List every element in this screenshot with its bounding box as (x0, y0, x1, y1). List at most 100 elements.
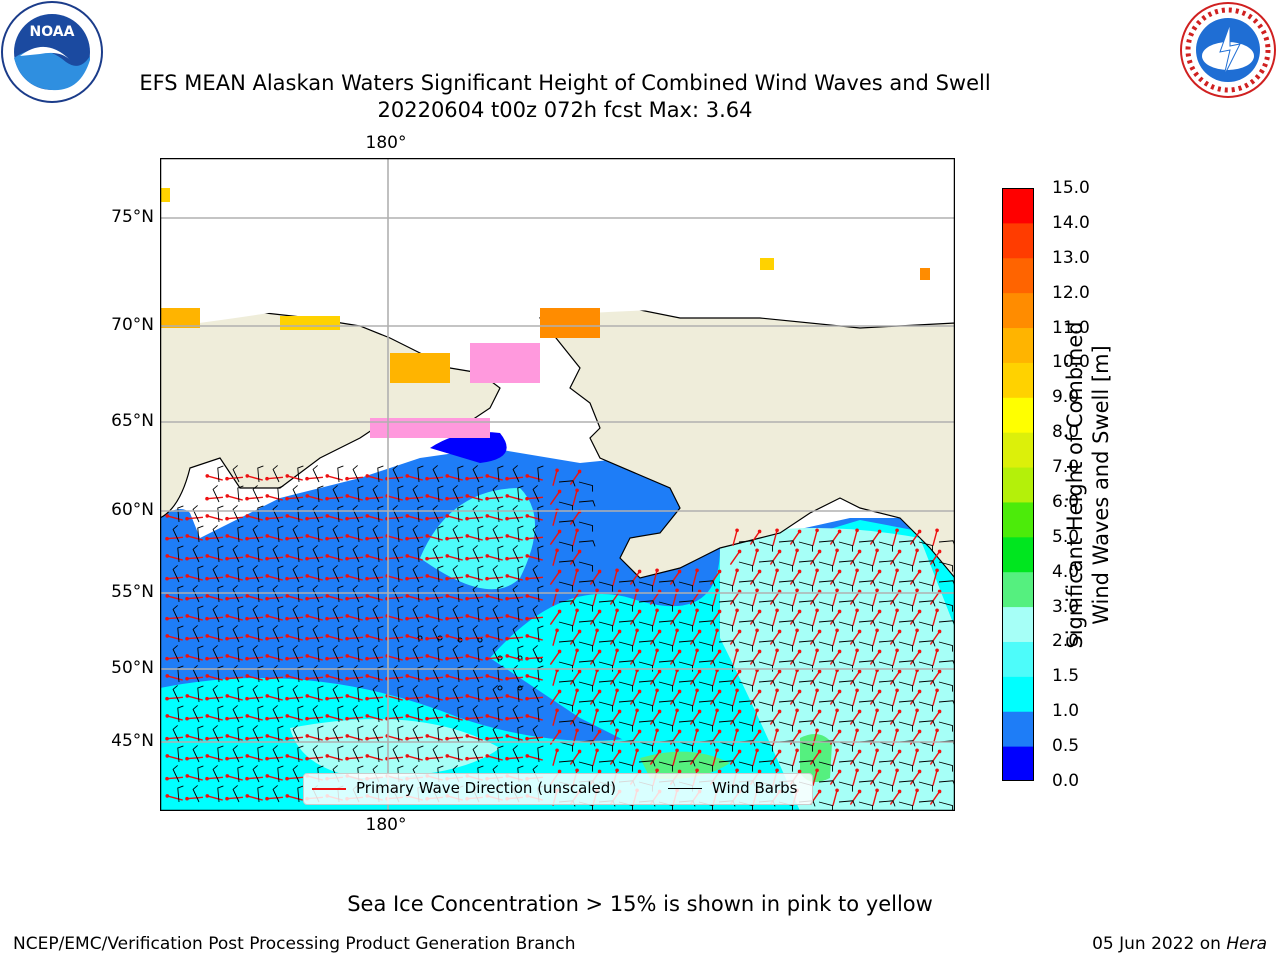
wave-arrow (227, 535, 243, 541)
wave-arrow (327, 515, 343, 521)
wind-barb (778, 721, 794, 732)
wind-barb (512, 465, 520, 483)
wave-arrow (407, 555, 423, 561)
wind-barb (252, 685, 260, 703)
wind-barb (898, 761, 914, 772)
wave-arrow-head (835, 748, 839, 753)
wind-barb (798, 640, 816, 647)
wind-barb (698, 580, 716, 587)
wave-arrow-head (637, 689, 642, 694)
wind-barb (918, 541, 934, 552)
wave-arrow (669, 651, 681, 665)
wind-barb (417, 705, 424, 723)
wave-arrow (869, 771, 881, 785)
wind-barb (332, 645, 340, 663)
wind-barb (277, 525, 284, 543)
wave-arrow-head (597, 569, 602, 574)
wave-arrow (569, 711, 581, 725)
wave-arrow (572, 730, 578, 746)
wave-arrow (852, 730, 858, 746)
wind-barb (432, 625, 440, 643)
wave-arrow-head (717, 609, 722, 614)
wave-arrow (387, 495, 403, 501)
wind-barb (492, 605, 500, 623)
wave-arrow-head (285, 656, 289, 661)
wave-arrow-head (815, 528, 819, 533)
wind-barb (217, 545, 224, 563)
wind-barb (598, 581, 614, 592)
wave-arrow (872, 710, 878, 726)
wave-arrow (552, 510, 558, 526)
wave-arrow (909, 651, 921, 665)
wave-arrow-head (797, 729, 802, 734)
wave-arrow-head (225, 614, 230, 618)
wind-barb (172, 725, 180, 743)
wind-barb (738, 561, 754, 572)
wind-barb (472, 585, 480, 603)
wave-arrow (326, 696, 344, 700)
wave-arrow-head (575, 768, 579, 773)
wave-arrow (812, 730, 818, 746)
wind-barb (558, 560, 576, 567)
wave-arrow (346, 596, 364, 600)
wave-arrow (526, 736, 544, 740)
wave-arrow-head (775, 768, 779, 773)
wave-arrow (386, 556, 404, 560)
wind-barb (172, 685, 180, 703)
wave-arrow (552, 630, 558, 646)
wave-arrow-head (875, 548, 879, 553)
colorbar-title: Significant Height of Combined Wind Wave… (1062, 295, 1118, 675)
wind-barb (558, 501, 574, 512)
wave-arrow (386, 516, 404, 520)
wave-arrow-head (225, 636, 229, 641)
wind-barb (512, 505, 520, 523)
wave-arrow (592, 670, 598, 686)
wave-arrow (446, 496, 464, 500)
wave-arrow-head (577, 749, 582, 754)
wind-barb (738, 700, 756, 707)
wave-arrow-head (915, 588, 919, 593)
footer-host: Hera (1226, 934, 1267, 954)
wind-barb (558, 480, 576, 487)
wave-arrow (286, 576, 304, 580)
wind-barb (397, 685, 404, 703)
wave-arrow-head (935, 608, 939, 613)
wind-barb (517, 725, 524, 743)
wind-barb (197, 605, 204, 623)
wind-barb (397, 605, 404, 623)
wind-barb (312, 745, 320, 763)
wave-arrow (809, 711, 821, 725)
wave-arrow-head (557, 569, 562, 574)
wave-arrow (872, 630, 878, 646)
wave-arrow-head (225, 574, 230, 578)
wind-barb (412, 525, 420, 543)
wind-barb (277, 765, 284, 783)
wave-arrow-head (915, 628, 919, 633)
wind-barb (858, 641, 874, 652)
wave-arrow-head (265, 476, 269, 481)
wave-arrow-head (817, 789, 822, 794)
wave-arrow-head (777, 749, 782, 754)
wave-arrow-head (815, 648, 819, 653)
wave-arrow (729, 671, 741, 685)
wave-arrow (247, 795, 263, 801)
wave-arrow-head (465, 654, 470, 658)
wind-barb (618, 681, 634, 692)
wave-arrow (346, 476, 364, 480)
wave-arrow-head (937, 549, 942, 554)
wave-arrow-head (485, 656, 489, 661)
wind-barb (918, 640, 936, 647)
wind-barb (377, 745, 384, 763)
wind-barb (337, 665, 344, 683)
wave-arrow-head (737, 709, 742, 714)
wave-arrow (447, 755, 463, 761)
wind-barb (738, 641, 754, 652)
wave-arrow (769, 551, 781, 565)
wind-barb (372, 525, 380, 543)
wind-barb (512, 545, 520, 563)
wave-arrow (446, 536, 464, 540)
wind-barb (758, 600, 776, 607)
wave-arrow (367, 515, 383, 521)
wave-arrow (792, 710, 798, 726)
wave-arrow-head (285, 794, 290, 798)
